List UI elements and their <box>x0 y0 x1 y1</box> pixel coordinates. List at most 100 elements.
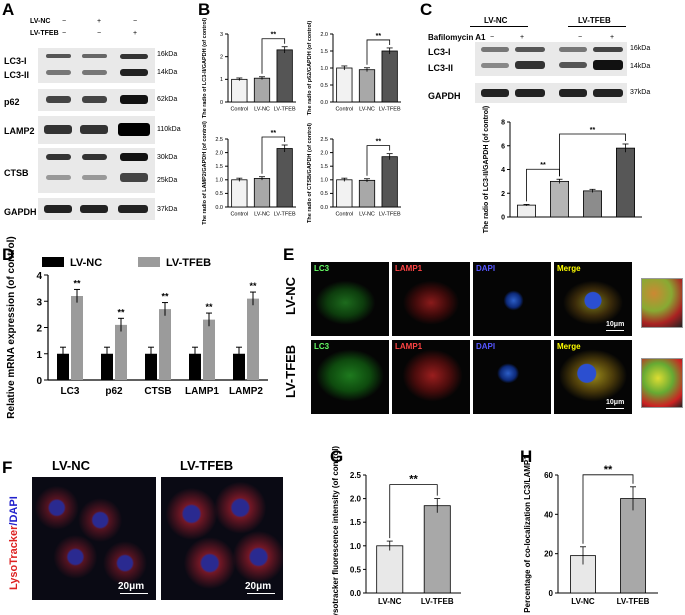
y-tick-label: 2 <box>36 324 42 335</box>
y-tick-label: 0.5 <box>320 83 328 89</box>
x-tick-label: Control <box>335 212 353 218</box>
y-tick-label: 0 <box>501 215 505 222</box>
marker: 37kDa <box>157 206 178 213</box>
sig-label: ** <box>117 307 125 317</box>
sig-label: ** <box>249 281 257 291</box>
bar <box>115 324 127 380</box>
y-axis-label: The radio of LAMP2/GAPDH (of control) <box>202 121 208 225</box>
y-axis-label: The radio of LC3-II/GAPDH (of control) <box>483 106 490 234</box>
bar <box>616 147 635 218</box>
sig-bracket <box>261 38 286 74</box>
blot-gapdh <box>38 198 155 220</box>
bar <box>358 179 376 208</box>
micro-lamp1-tfeb: LAMP1 <box>392 340 470 414</box>
bar <box>231 179 248 208</box>
sig-label: ** <box>376 33 382 40</box>
sig-label: ** <box>161 292 169 302</box>
mark: + <box>610 34 615 41</box>
bar <box>203 319 215 380</box>
blot-label-lc3-ii: LC3-II <box>4 70 30 80</box>
c-group-line <box>470 26 528 27</box>
micro-merge-nc: Merge 10μm <box>554 262 632 336</box>
bar <box>253 77 271 103</box>
f-col-label-lv-nc: LV-NC <box>52 458 91 473</box>
marker: 110kDa <box>157 126 181 133</box>
y-tick-label: 20 <box>544 550 553 559</box>
x-tick-label: LV-NC <box>254 212 270 218</box>
x-tick-label: LV-TFEB <box>379 212 401 218</box>
y-tick-label: 0 <box>220 100 223 106</box>
bar <box>57 353 69 380</box>
h-chart: 0 20 40 60 LV-NC LV-TFEB Percentage of co-loca… <box>523 455 658 613</box>
bar <box>381 156 398 208</box>
y-tick-label: 2 <box>220 54 223 60</box>
micro-dapi-tfeb: DAPI <box>473 340 551 414</box>
panel-label-f: F <box>2 458 13 477</box>
c-blot-label-gapdh: GAPDH <box>428 91 461 101</box>
sig-label: ** <box>271 130 277 137</box>
y-tick-label: 1 <box>36 350 42 361</box>
mark: − <box>133 18 138 25</box>
y-tick-label: 2.0 <box>215 150 223 156</box>
sig-bracket <box>582 474 634 544</box>
condition-lv-nc: LV-NC <box>30 18 51 25</box>
bar <box>71 296 83 380</box>
x-tick-label: LAMP2 <box>229 386 263 397</box>
sig-label: ** <box>409 474 418 486</box>
y-tick-label: 0.5 <box>350 565 362 574</box>
x-tick-label: p62 <box>105 386 123 397</box>
sig-bracket <box>261 136 286 174</box>
y-tick-label: 2 <box>501 191 505 198</box>
bar <box>276 49 293 103</box>
y-tick-label: 0.0 <box>320 100 328 106</box>
blot-ctsb <box>38 148 155 193</box>
sig-label: ** <box>590 127 596 134</box>
blot-p62 <box>38 89 155 111</box>
c-group-line <box>568 26 626 27</box>
y-tick-label: 0.5 <box>320 191 328 197</box>
x-tick-label: LV-TFEB <box>379 107 401 113</box>
marker: 14kDa <box>630 63 651 70</box>
x-tick-label: LV-TFEB <box>421 597 454 606</box>
sig-label: ** <box>73 278 81 288</box>
mark: − <box>97 30 102 37</box>
y-tick-label: 1.5 <box>215 164 223 170</box>
c-group-lv-nc: LV-NC <box>484 16 508 25</box>
y-tick-label: 0.0 <box>215 205 223 211</box>
f-col-label-lv-tfeb: LV-TFEB <box>180 458 234 473</box>
blot-label-lc3-i: LC3-I <box>4 56 27 66</box>
x-tick-label: LV-TFEB <box>617 597 650 606</box>
micro-lamp1-nc: LAMP1 <box>392 262 470 336</box>
e-row-label-lv-tfeb: LV-TFEB <box>283 344 298 398</box>
mark: − <box>490 34 495 41</box>
marker: 25kDa <box>157 177 178 184</box>
y-tick-label: 2.5 <box>320 137 328 143</box>
sig-label: ** <box>540 162 546 169</box>
y-tick-label: 3 <box>36 297 42 308</box>
sig-label: ** <box>205 302 213 312</box>
y-tick-label: 2.0 <box>320 150 328 156</box>
y-tick-label: 3 <box>220 32 223 38</box>
x-tick-label: Control <box>230 107 248 113</box>
e-row-label-lv-nc: LV-NC <box>283 276 298 315</box>
condition-lv-tfeb: LV-TFEB <box>30 30 59 37</box>
c-group-lv-tfeb: LV-TFEB <box>578 16 611 25</box>
y-tick-label: 4 <box>501 167 505 174</box>
c-blot-label-lc3-ii: LC3-II <box>428 63 454 73</box>
y-tick-label: 60 <box>544 471 553 480</box>
x-tick-label: CTSB <box>144 386 171 397</box>
inset-tfeb <box>641 358 683 408</box>
y-tick-label: 0.0 <box>350 589 362 598</box>
blot-lamp2 <box>38 116 155 144</box>
micro-dapi-nc: DAPI <box>473 262 551 336</box>
sig-label: ** <box>376 139 382 146</box>
y-tick-label: 1.0 <box>350 542 362 551</box>
y-axis-label: Percentage of co-localization LC3/LAMP1 <box>523 455 532 613</box>
blot-label-ctsb: CTSB <box>4 168 29 178</box>
c-treatment-label: Bafilomycin A1 <box>428 33 486 42</box>
y-tick-label: 1.0 <box>320 66 328 72</box>
y-tick-label: 0.0 <box>320 205 328 211</box>
y-tick-label: 0 <box>36 376 42 387</box>
mark: − <box>578 34 583 41</box>
y-axis-label: The radio of CTSB/GAPDH (of control) <box>307 123 313 223</box>
